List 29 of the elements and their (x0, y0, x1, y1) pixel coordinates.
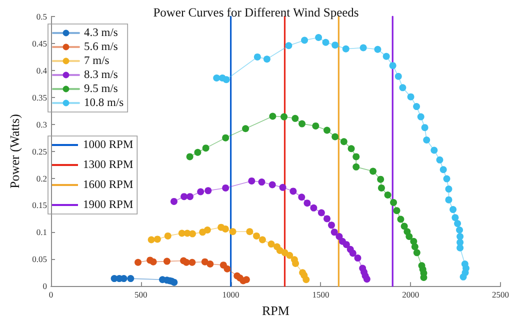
y-tick-label: 0.3 (36, 119, 47, 130)
y-tick-label: 0.5 (36, 12, 47, 22)
y-tick-label: 0.05 (32, 254, 47, 264)
y-tick-label: 0.45 (32, 38, 47, 48)
legend-label: 1600 RPM (83, 179, 134, 191)
y-tick-label: 0.25 (32, 146, 47, 156)
x-tick-label: 2000 (402, 290, 420, 300)
legend-label: 5.6 m/s (84, 41, 118, 53)
y-tick-label: 0.2 (36, 173, 47, 184)
x-axis-title: RPM (262, 303, 290, 318)
y-tick-label: 0.15 (32, 200, 47, 210)
x-tick-label: 2500 (492, 290, 509, 300)
legend-label: 7 m/s (84, 55, 110, 67)
y-tick-label: 0.1 (36, 227, 47, 238)
legend-label: 9.5 m/s (84, 83, 118, 95)
chart-title: Power Curves for Different Wind Speeds (153, 6, 359, 20)
legend-label: 1900 RPM (83, 199, 134, 211)
x-tick-label: 500 (134, 290, 148, 300)
legend-label: 1000 RPM (83, 139, 134, 151)
y-axis-title: Power (Watts) (7, 114, 22, 189)
y-tick-label: 0.4 (36, 65, 48, 76)
y-tick-label: 0 (42, 281, 47, 292)
legend-label: 1300 RPM (83, 159, 134, 171)
x-tick-label: 1500 (312, 290, 330, 300)
legend-label: 4.3 m/s (84, 27, 118, 39)
y-tick-label: 0.35 (32, 92, 47, 102)
legend-label: 8.3 m/s (84, 69, 118, 81)
x-tick-label: 1000 (222, 290, 240, 300)
legend-label: 10.8 m/s (84, 97, 124, 109)
